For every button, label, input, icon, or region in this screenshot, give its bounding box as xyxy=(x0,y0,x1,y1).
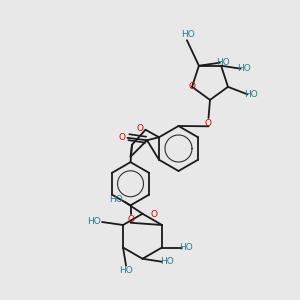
Text: O: O xyxy=(188,82,196,91)
Text: O: O xyxy=(205,119,212,128)
Text: HO: HO xyxy=(179,243,193,252)
Text: HO: HO xyxy=(109,195,123,204)
Text: HO: HO xyxy=(182,30,195,39)
Text: O: O xyxy=(127,215,134,224)
Text: HO: HO xyxy=(237,64,251,73)
Text: HO: HO xyxy=(87,218,100,226)
Text: HO: HO xyxy=(119,266,133,275)
Text: HO: HO xyxy=(217,58,230,67)
Text: HO: HO xyxy=(160,257,173,266)
Text: O: O xyxy=(136,124,143,133)
Text: HO: HO xyxy=(244,90,258,99)
Text: O: O xyxy=(150,210,157,219)
Text: O: O xyxy=(118,133,126,142)
